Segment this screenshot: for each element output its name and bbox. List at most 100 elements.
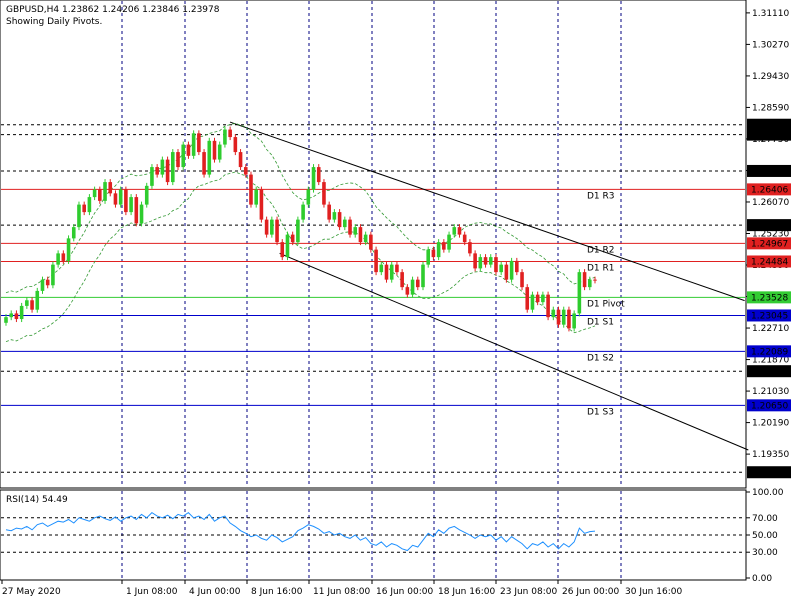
candle-body (160, 159, 165, 175)
candle-body (546, 294, 550, 318)
pivot-tag-bg (747, 309, 791, 322)
candle-body (40, 279, 45, 291)
candle-body (243, 167, 248, 175)
pivot-tag-bg (747, 345, 791, 358)
channel-upper-line (229, 121, 745, 302)
y-tick-label: 1.28590 (752, 103, 789, 113)
candle-body (389, 264, 394, 280)
candle-body (77, 204, 81, 228)
dashed-level-tag-bg (747, 118, 791, 131)
pivot-tag: 1.23528 (751, 293, 788, 303)
dashed-level-tag: 1.21560 (751, 367, 788, 377)
dashed-level-tag: 1.27865 (751, 131, 788, 141)
rsi-line (5, 511, 596, 552)
candle-body (207, 140, 212, 175)
candle-body (572, 313, 576, 329)
candle-body (478, 257, 483, 269)
candle-body (285, 234, 290, 258)
candle-body (113, 193, 118, 205)
candle-body (233, 137, 238, 153)
pivot-tag: 1.22089 (751, 347, 788, 357)
rsi-layer (1, 511, 745, 553)
rsi-tick-label: 100.00 (752, 488, 784, 498)
pivot-label: D1 Pivot (587, 299, 625, 309)
candle-body (71, 227, 76, 239)
candle-body (504, 264, 509, 280)
candle-body (202, 152, 206, 175)
candle-body (150, 167, 154, 186)
y-tick-label: 1.21030 (752, 387, 789, 397)
y-tick-label: 1.31110 (752, 9, 789, 19)
candle-body (124, 189, 128, 213)
candle-body (296, 219, 300, 243)
candle-body (134, 197, 139, 224)
candle-body (316, 167, 321, 183)
candle-body (556, 309, 561, 325)
y-tick-label: 1.30270 (752, 40, 789, 50)
candle-body (582, 272, 587, 288)
candle-body (541, 294, 545, 303)
x-tick-label: 1 Jun 08:00 (126, 587, 178, 597)
candle-body (483, 257, 488, 265)
candle-body (561, 309, 566, 325)
envelope-upper (5, 122, 596, 294)
candle-body (301, 204, 305, 220)
candle-body (217, 144, 222, 160)
candle-body (129, 197, 133, 213)
candle-body (468, 242, 472, 254)
candle-body (587, 279, 592, 288)
candle-body (384, 264, 389, 280)
pivot-label: D1 R3 (587, 191, 615, 201)
candle-body (25, 300, 29, 306)
candle-body (223, 129, 227, 145)
rsi-tick-label: 30.00 (752, 548, 778, 558)
candle-body (238, 152, 243, 168)
candle-body (45, 279, 50, 286)
pivot-tag-bg (747, 255, 791, 268)
pivot-label: D1 R1 (587, 263, 615, 273)
candle-body (4, 317, 8, 323)
candle-body (9, 313, 14, 318)
candle-body (530, 294, 535, 310)
price-panel (0, 0, 747, 489)
candle-body (379, 264, 384, 273)
candle-body (457, 227, 462, 235)
y-tick-label: 1.29430 (752, 72, 789, 82)
envelope-lower (5, 171, 596, 342)
x-tick-label: 26 Jun 00:00 (562, 587, 619, 597)
candle-body (426, 249, 431, 265)
chart-header-symbol: GBPUSD,H4 1.23862 1.24206 1.23846 1.2397… (6, 5, 220, 15)
candle-body (19, 305, 24, 320)
candle-body (98, 189, 102, 201)
candle-body (535, 294, 540, 303)
candle-body (280, 242, 285, 258)
candle-body (551, 309, 556, 318)
candle-body (410, 279, 415, 295)
x-tick-label: 30 Jun 16:00 (625, 587, 682, 597)
candle-body (87, 197, 92, 213)
candle-body (395, 264, 399, 273)
dashed-level-tag-bg (747, 365, 791, 378)
candle-body (363, 234, 368, 243)
candle-body (473, 253, 477, 269)
candle-body (290, 234, 295, 243)
y-tick-label: 1.19350 (752, 450, 789, 460)
y-tick-label: 1.20190 (752, 419, 789, 429)
x-tick-label: 4 Jun 00:00 (189, 587, 241, 597)
y-tick-label: 1.22710 (752, 324, 789, 334)
candle-body (348, 219, 352, 235)
candle-body (228, 129, 232, 138)
candle-body (488, 257, 493, 265)
candle-body (249, 174, 253, 205)
x-tick-label: 27 May 2020 (2, 587, 61, 597)
x-tick-label: 16 Jun 00:00 (376, 587, 433, 597)
candle-body (494, 257, 498, 273)
candle-body (311, 167, 316, 190)
candle-body (155, 167, 159, 175)
candle-body (421, 264, 425, 288)
candle-body (447, 234, 451, 250)
x-tick-label: 11 Jun 08:00 (313, 587, 370, 597)
candle-body (35, 290, 40, 310)
